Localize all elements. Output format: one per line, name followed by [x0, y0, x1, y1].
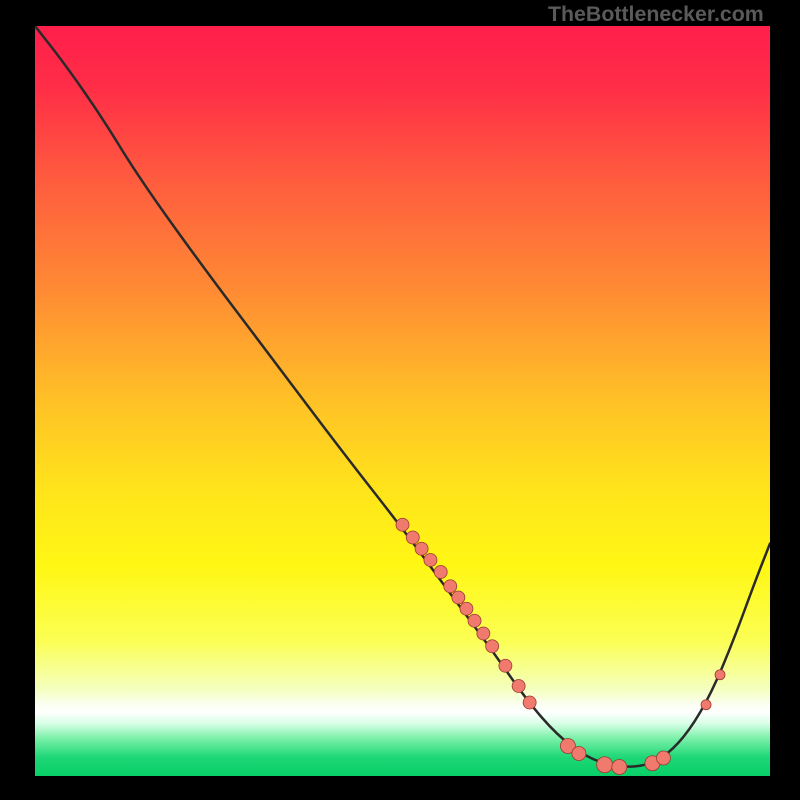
frame-right: [770, 0, 800, 800]
gradient-background: [35, 26, 770, 776]
data-marker: [460, 602, 473, 615]
frame-left: [0, 0, 35, 800]
data-marker: [452, 591, 465, 604]
data-marker: [434, 566, 447, 579]
data-marker: [486, 640, 499, 653]
data-marker: [512, 680, 525, 693]
data-marker: [468, 614, 481, 627]
frame-bottom: [0, 776, 800, 800]
data-marker: [415, 542, 428, 555]
data-marker: [701, 700, 711, 710]
data-marker: [715, 670, 725, 680]
data-marker: [477, 627, 490, 640]
data-marker: [597, 757, 613, 773]
data-marker: [499, 659, 512, 672]
data-marker: [424, 554, 437, 567]
data-marker: [406, 531, 419, 544]
bottleneck-chart: [0, 0, 800, 800]
data-marker: [612, 760, 627, 775]
data-marker: [444, 580, 457, 593]
data-marker: [523, 696, 536, 709]
data-marker: [396, 518, 409, 531]
data-marker: [572, 747, 586, 761]
data-marker: [656, 751, 670, 765]
watermark-text: TheBottlenecker.com: [548, 2, 764, 27]
